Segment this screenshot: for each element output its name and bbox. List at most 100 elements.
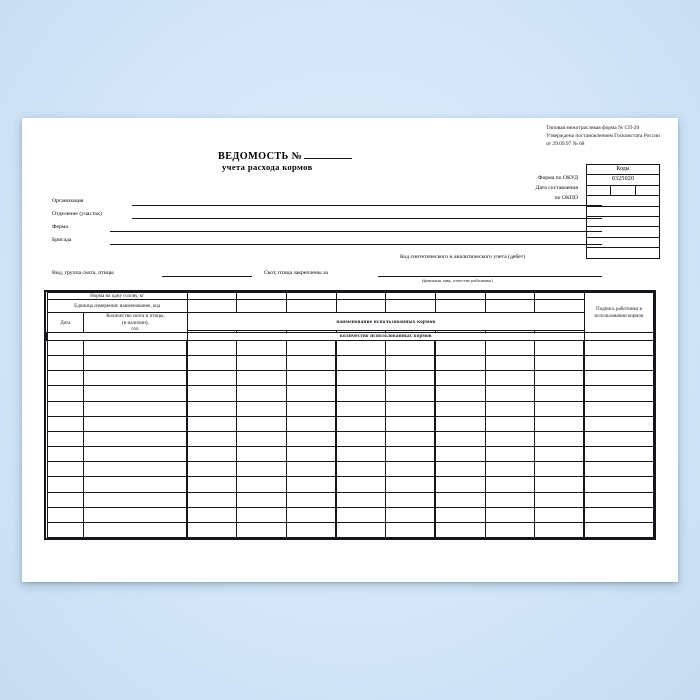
date-month-cell[interactable] — [610, 184, 636, 197]
norm-cell[interactable] — [186, 291, 238, 301]
cell-feed[interactable] — [434, 491, 486, 508]
cell-feed[interactable] — [186, 339, 238, 356]
cell-feed[interactable] — [484, 370, 536, 387]
norm-cell[interactable] — [286, 291, 337, 301]
cell-feed[interactable] — [484, 506, 536, 524]
unit-code-box[interactable] — [335, 299, 387, 314]
cell-livestock-count[interactable] — [83, 415, 188, 432]
cell-livestock-count[interactable] — [83, 400, 188, 417]
cell-feed[interactable] — [434, 476, 486, 493]
cell-date[interactable] — [46, 522, 85, 539]
cell-feed[interactable] — [236, 430, 288, 448]
cell-feed[interactable] — [186, 506, 238, 524]
cell-feed[interactable] — [186, 370, 238, 387]
norm-cell[interactable] — [484, 291, 536, 301]
cell-feed[interactable] — [434, 430, 486, 448]
cell-date[interactable] — [46, 415, 85, 432]
cell-feed[interactable] — [534, 491, 585, 508]
unit-code-box[interactable] — [484, 299, 536, 314]
cell-feed[interactable] — [484, 491, 536, 508]
cell-signature[interactable] — [583, 506, 655, 524]
unit-code-box[interactable] — [186, 299, 238, 314]
cell-feed[interactable] — [286, 491, 337, 508]
table-row[interactable] — [46, 354, 655, 372]
cell-feed[interactable] — [534, 370, 585, 387]
cell-feed[interactable] — [186, 385, 238, 402]
cell-feed[interactable] — [286, 370, 337, 387]
cell-feed[interactable] — [236, 354, 288, 372]
cell-feed[interactable] — [534, 506, 585, 524]
table-row[interactable] — [46, 446, 655, 463]
cell-feed[interactable] — [484, 430, 536, 448]
table-row[interactable] — [46, 506, 655, 524]
cell-feed[interactable] — [534, 476, 585, 493]
cell-date[interactable] — [46, 385, 85, 402]
unit-code-box[interactable] — [534, 299, 585, 314]
table-row[interactable] — [46, 461, 655, 478]
cell-feed[interactable] — [434, 354, 486, 372]
cell-livestock-count[interactable] — [83, 491, 188, 508]
cell-date[interactable] — [46, 370, 85, 387]
cell-feed[interactable] — [335, 370, 387, 387]
cell-feed[interactable] — [335, 491, 387, 508]
table-row[interactable] — [46, 385, 655, 402]
cell-feed[interactable] — [434, 400, 486, 417]
cell-feed[interactable] — [236, 370, 288, 387]
cell-feed[interactable] — [385, 476, 436, 493]
cell-signature[interactable] — [583, 430, 655, 448]
cell-date[interactable] — [46, 506, 85, 524]
cell-feed[interactable] — [434, 446, 486, 463]
table-row[interactable] — [46, 491, 655, 508]
cell-feed[interactable] — [335, 354, 387, 372]
table-row[interactable] — [46, 370, 655, 387]
cell-feed[interactable] — [186, 461, 238, 478]
cell-feed[interactable] — [385, 430, 436, 448]
cell-feed[interactable] — [434, 370, 486, 387]
cell-livestock-count[interactable] — [83, 446, 188, 463]
cell-livestock-count[interactable] — [83, 476, 188, 493]
cell-feed[interactable] — [385, 461, 436, 478]
cell-signature[interactable] — [583, 415, 655, 432]
cell-feed[interactable] — [484, 522, 536, 539]
cell-signature[interactable] — [583, 461, 655, 478]
cell-feed[interactable] — [286, 476, 337, 493]
cell-feed[interactable] — [434, 339, 486, 356]
cell-feed[interactable] — [236, 415, 288, 432]
unit-code-box[interactable] — [385, 299, 436, 314]
cell-feed[interactable] — [534, 354, 585, 372]
cell-feed[interactable] — [236, 400, 288, 417]
cell-feed[interactable] — [484, 400, 536, 417]
cell-feed[interactable] — [286, 415, 337, 432]
cell-livestock-count[interactable] — [83, 461, 188, 478]
cell-feed[interactable] — [335, 522, 387, 539]
cell-date[interactable] — [46, 354, 85, 372]
table-row[interactable] — [46, 430, 655, 448]
table-row[interactable] — [46, 400, 655, 417]
feed-name-cell[interactable] — [484, 329, 536, 334]
cell-feed[interactable] — [385, 522, 436, 539]
cell-feed[interactable] — [335, 506, 387, 524]
field-input-farm[interactable] — [110, 231, 602, 232]
cell-livestock-count[interactable] — [83, 430, 188, 448]
cell-feed[interactable] — [385, 400, 436, 417]
cell-feed[interactable] — [286, 339, 337, 356]
cell-livestock-count[interactable] — [83, 506, 188, 524]
cell-feed[interactable] — [335, 446, 387, 463]
cell-feed[interactable] — [385, 446, 436, 463]
cell-date[interactable] — [46, 446, 85, 463]
table-row[interactable] — [46, 476, 655, 493]
field-input-department[interactable] — [132, 218, 602, 219]
cell-feed[interactable] — [286, 461, 337, 478]
field-input-organization[interactable] — [132, 205, 602, 206]
cell-date[interactable] — [46, 491, 85, 508]
cell-feed[interactable] — [335, 385, 387, 402]
unit-code-box[interactable] — [434, 299, 486, 314]
cell-feed[interactable] — [534, 461, 585, 478]
cell-feed[interactable] — [186, 430, 238, 448]
table-row[interactable] — [46, 522, 655, 539]
livestock-kind-input[interactable] — [162, 276, 252, 277]
cell-signature[interactable] — [583, 385, 655, 402]
feed-name-cell[interactable] — [534, 329, 585, 334]
cell-signature[interactable] — [583, 354, 655, 372]
cell-feed[interactable] — [484, 461, 536, 478]
